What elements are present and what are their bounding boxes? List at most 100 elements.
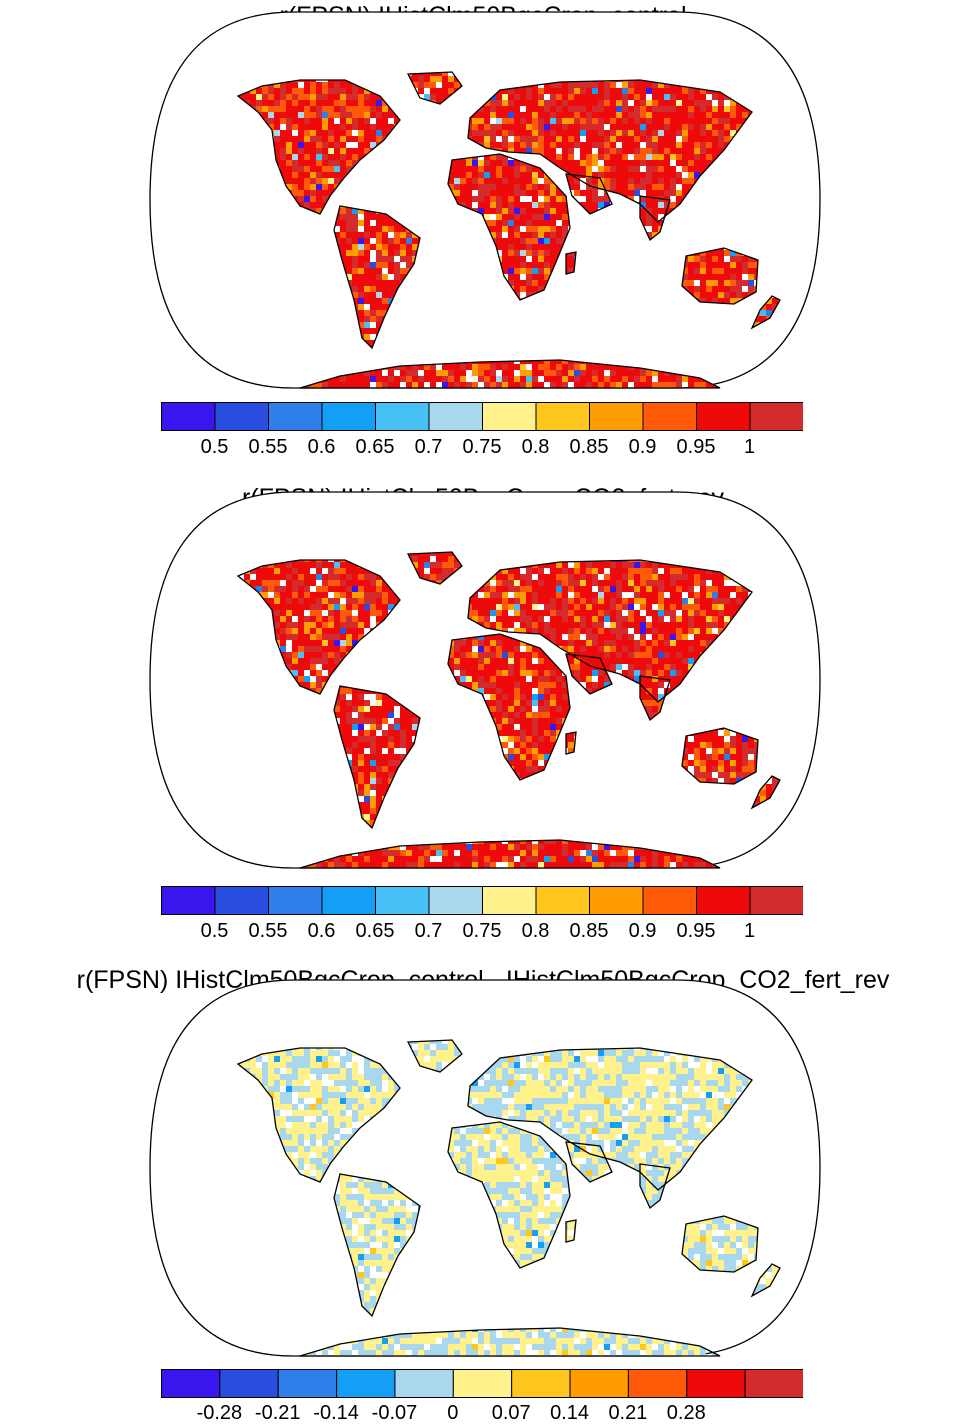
coastline-antarctica	[299, 1327, 721, 1357]
colorbar-swatch	[627, 1369, 688, 1398]
coastline-antarctica	[299, 839, 721, 869]
colorbar-tick-label: 0	[447, 1402, 459, 1424]
colorbar-swatch	[535, 886, 590, 915]
coastline-europe-asia	[467, 79, 753, 223]
coastline-madagascar	[565, 1219, 577, 1243]
colorbar-swatch	[321, 402, 376, 431]
panel-3-colorbar	[161, 1369, 803, 1398]
colorbar-swatch	[277, 1369, 338, 1398]
colorbar-swatch	[428, 402, 483, 431]
colorbar-swatch	[642, 402, 697, 431]
coastline-new-zealand	[750, 295, 781, 330]
colorbar-swatch	[161, 402, 216, 431]
colorbar-tick-label: -0.07	[371, 1402, 418, 1424]
colorbar-swatch	[749, 886, 803, 915]
colorbar-swatch	[161, 1369, 221, 1398]
colorbar-swatch	[214, 402, 269, 431]
colorbar-swatch	[482, 402, 537, 431]
colorbar-swatch	[744, 1369, 803, 1398]
coastline-madagascar	[565, 731, 577, 755]
colorbar-swatch	[336, 1369, 396, 1398]
coastline-greenland	[406, 1039, 463, 1073]
panel-3-colorbar-ticks: -0.28 -0.21 -0.14 -0.07 0 0.07 0.14 0.21 0.28	[161, 1402, 803, 1426]
panel-2-colorbar-ticks: 0.5 0.55 0.6 0.65 0.7 0.75 0.8 0.85 0.9 0.95 1	[161, 920, 803, 944]
coastline-india	[639, 1163, 671, 1210]
colorbar-tick-label: -0.14	[313, 1402, 359, 1424]
colorbar-swatch	[696, 886, 751, 915]
coastline-south-america	[333, 685, 421, 830]
colorbar-tick-label: 0.75	[462, 436, 502, 458]
colorbar-swatch	[749, 402, 803, 431]
coastline-new-zealand	[750, 775, 781, 810]
panel-2-colorbar	[161, 886, 803, 915]
coastline-south-america	[333, 1173, 421, 1318]
coastline-africa	[447, 633, 571, 781]
colorbar-tick-label: -0.28	[196, 1402, 243, 1424]
colorbar-swatch	[569, 1369, 629, 1398]
colorbar-swatch	[428, 886, 483, 915]
colorbar-swatch	[686, 1369, 746, 1398]
coastline-australia	[681, 1215, 759, 1273]
colorbar-tick-label: 0.5	[200, 920, 229, 942]
colorbar-swatch	[511, 1369, 571, 1398]
colorbar-tick-label: 0.75	[462, 920, 502, 942]
colorbar-swatch	[589, 886, 644, 915]
colorbar-tick-label: 0.55	[248, 436, 288, 458]
colorbar-swatch	[696, 402, 751, 431]
panel-1-colorbar-ticks: 0.5 0.55 0.6 0.65 0.7 0.75 0.8 0.85 0.9 0.95 1	[161, 436, 803, 460]
coastline-europe-asia	[467, 1047, 753, 1191]
panel-3-map	[149, 979, 821, 1357]
coastline-india	[639, 195, 671, 242]
colorbar-swatch	[321, 886, 376, 915]
colorbar-tick-label: 1	[743, 436, 756, 458]
coastline-antarctica	[299, 359, 721, 389]
colorbar-swatch	[642, 886, 697, 915]
coastline-arabia	[565, 1141, 613, 1183]
colorbar-swatch	[375, 402, 430, 431]
colorbar-swatch	[452, 1369, 513, 1398]
colorbar-tick-label: 0.5	[200, 436, 229, 458]
coastline-africa	[447, 153, 571, 301]
coastline-india	[639, 675, 671, 722]
colorbar-tick-label: 0.55	[248, 920, 288, 942]
colorbar-tick-label: 0.21	[608, 1402, 648, 1424]
colorbar-tick-label: 0.65	[355, 436, 395, 458]
colorbar-tick-label: 0.65	[355, 920, 395, 942]
coastline-africa	[447, 1121, 571, 1269]
coastline-north-america	[236, 1047, 401, 1183]
colorbar-tick-label: 0.8	[521, 920, 550, 942]
colorbar-tick-label: 0.95	[676, 436, 716, 458]
coastline-madagascar	[565, 251, 577, 275]
colorbar-tick-label: 0.9	[628, 436, 657, 458]
colorbar-tick-label: 0.9	[628, 920, 657, 942]
panel-1-colorbar	[161, 402, 803, 431]
colorbar-tick-label: 1	[743, 920, 756, 942]
colorbar-tick-label: 0.6	[307, 920, 336, 942]
colorbar-tick-label: -0.21	[254, 1402, 301, 1424]
colorbar-swatch	[268, 402, 323, 431]
coastline-new-zealand	[750, 1263, 781, 1298]
colorbar-tick-label: 0.6	[307, 436, 336, 458]
colorbar-tick-label: 0.07	[491, 1402, 531, 1424]
panel-2-map	[149, 491, 821, 869]
colorbar-tick-label: 0.7	[414, 436, 443, 458]
coastline-greenland	[406, 551, 463, 585]
coastline-europe-asia	[467, 559, 753, 703]
colorbar-swatch	[589, 402, 644, 431]
coastline-arabia	[565, 653, 613, 695]
colorbar-tick-label: 0.14	[550, 1402, 589, 1424]
coastline-greenland	[406, 71, 463, 105]
colorbar-swatch	[161, 886, 216, 915]
colorbar-swatch	[394, 1369, 454, 1398]
colorbar-tick-label: 0.85	[569, 920, 609, 942]
coastline-north-america	[236, 79, 401, 215]
colorbar-swatch	[535, 402, 590, 431]
colorbar-swatch	[375, 886, 430, 915]
colorbar-tick-label: 0.95	[676, 920, 716, 942]
panel-1-map	[149, 11, 821, 389]
colorbar-tick-label: 0.28	[666, 1402, 706, 1424]
colorbar-tick-label: 0.7	[414, 920, 443, 942]
colorbar-swatch	[214, 886, 269, 915]
coastline-north-america	[236, 559, 401, 695]
coastline-australia	[681, 727, 759, 785]
